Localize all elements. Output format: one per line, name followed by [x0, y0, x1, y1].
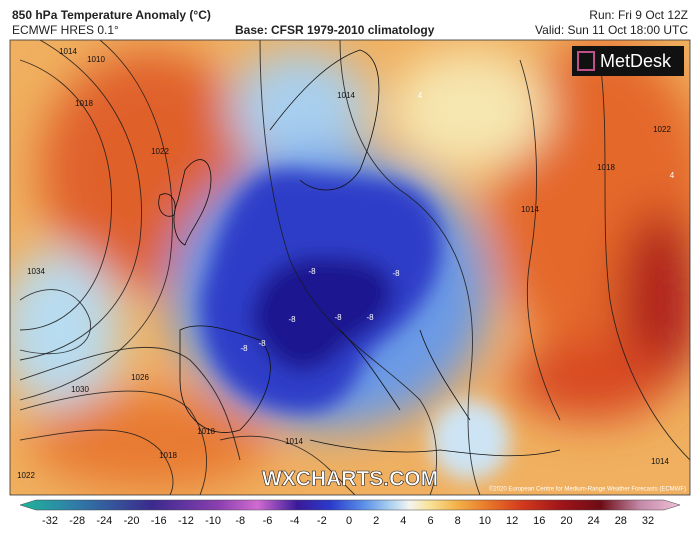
- isobar-label: 1018: [197, 427, 215, 436]
- colorbar-ticks: -32 -28 -24 -20 -16 -12 -10 -8 -6 -4 -2 0 2 4 6 8 10 12 16…: [42, 515, 654, 527]
- colorbar-tick-label: -10: [205, 515, 221, 527]
- colorbar-tick-label: 4: [400, 515, 406, 527]
- run: Run: Fri 9 Oct 12Z: [589, 8, 688, 22]
- colorbar-tick-label: 28: [615, 515, 627, 527]
- map: 1014 1010 1018 1022 1034 1030 1026 1018 1022 1014…: [10, 40, 690, 495]
- isobar-label: 1022: [151, 147, 169, 156]
- title: 850 hPa Temperature Anomaly (°C): [12, 8, 211, 22]
- colorbar-tick-label: 2: [373, 515, 379, 527]
- isobars: [19, 40, 690, 495]
- isobar-label: 1030: [71, 385, 89, 394]
- isobar-label: 1014: [285, 437, 303, 446]
- colorbar-tick-label: 0: [346, 515, 352, 527]
- anomaly-label: -8: [240, 344, 248, 353]
- model: ECMWF HRES 0.1°: [12, 23, 119, 37]
- map-border: [9, 39, 691, 496]
- anomaly-label: 4: [418, 91, 423, 100]
- valid: Valid: Sun 11 Oct 18:00 UTC: [535, 23, 688, 37]
- logo-icon: [577, 51, 595, 71]
- colorbar-tick-label: 24: [588, 515, 600, 527]
- colorbar-tick-label: 20: [560, 515, 572, 527]
- watermark: WXCHARTS.COM: [262, 468, 438, 491]
- isobar-label: 1018: [75, 99, 93, 108]
- coastlines: [158, 49, 561, 457]
- isobar-label: 1014: [521, 205, 539, 214]
- colorbar-tick-label: -8: [235, 515, 245, 527]
- colorbar-tick-label: 8: [455, 515, 461, 527]
- isobar-label: 1018: [597, 163, 615, 172]
- isobar-label: 1014: [651, 457, 669, 466]
- anomaly-label: -8: [308, 267, 316, 276]
- logo: MetDesk: [600, 51, 672, 71]
- copyright: ©2020 European Centre for Medium-Range W…: [489, 486, 686, 493]
- colorbar-tick-label: -2: [317, 515, 327, 527]
- isobar-label: 1018: [159, 451, 177, 460]
- colorbar-tick-label: -6: [263, 515, 273, 527]
- isobar-label: 1026: [131, 373, 149, 382]
- isobar-label: 1010: [87, 55, 105, 64]
- anomaly-label: -8: [258, 339, 266, 348]
- colorbar-tick-label: 32: [642, 515, 654, 527]
- anomaly-labels: -8 -8 -8 -8 -8 -8 -8 4 4: [240, 91, 674, 353]
- colorbar-tick-label: -4: [290, 515, 300, 527]
- isobar-label: 1034: [27, 267, 45, 276]
- isobar-label: 1014: [337, 91, 355, 100]
- colorbar-tick-label: 12: [506, 515, 518, 527]
- colorbar-tick-label: -28: [69, 515, 85, 527]
- colorbar-tick-label: 10: [479, 515, 491, 527]
- colorbar: [19, 499, 681, 511]
- colorbar-tick-label: -32: [42, 515, 58, 527]
- anomaly-label: -8: [334, 313, 342, 322]
- colorbar-tick-label: 16: [533, 515, 545, 527]
- colorbar-tick-label: -16: [151, 515, 167, 527]
- isobar-label: 1014: [59, 47, 77, 56]
- colorbar-tick-label: -24: [96, 515, 112, 527]
- base: Base: CFSR 1979-2010 climatology: [235, 23, 435, 37]
- anomaly-label: -8: [392, 269, 400, 278]
- anomaly-label: -8: [288, 315, 296, 324]
- anomaly-label: -8: [366, 313, 374, 322]
- colorbar-tick-label: 6: [427, 515, 433, 527]
- isobar-label: 1022: [17, 471, 35, 480]
- colorbar-tick-label: -20: [124, 515, 140, 527]
- anomaly-label: 4: [670, 171, 675, 180]
- isobar-label: 1022: [653, 125, 671, 134]
- isobar-labels: 1014 1010 1018 1022 1034 1030 1026 1018 1022 1014…: [17, 47, 671, 480]
- colorbar-tick-label: -12: [178, 515, 194, 527]
